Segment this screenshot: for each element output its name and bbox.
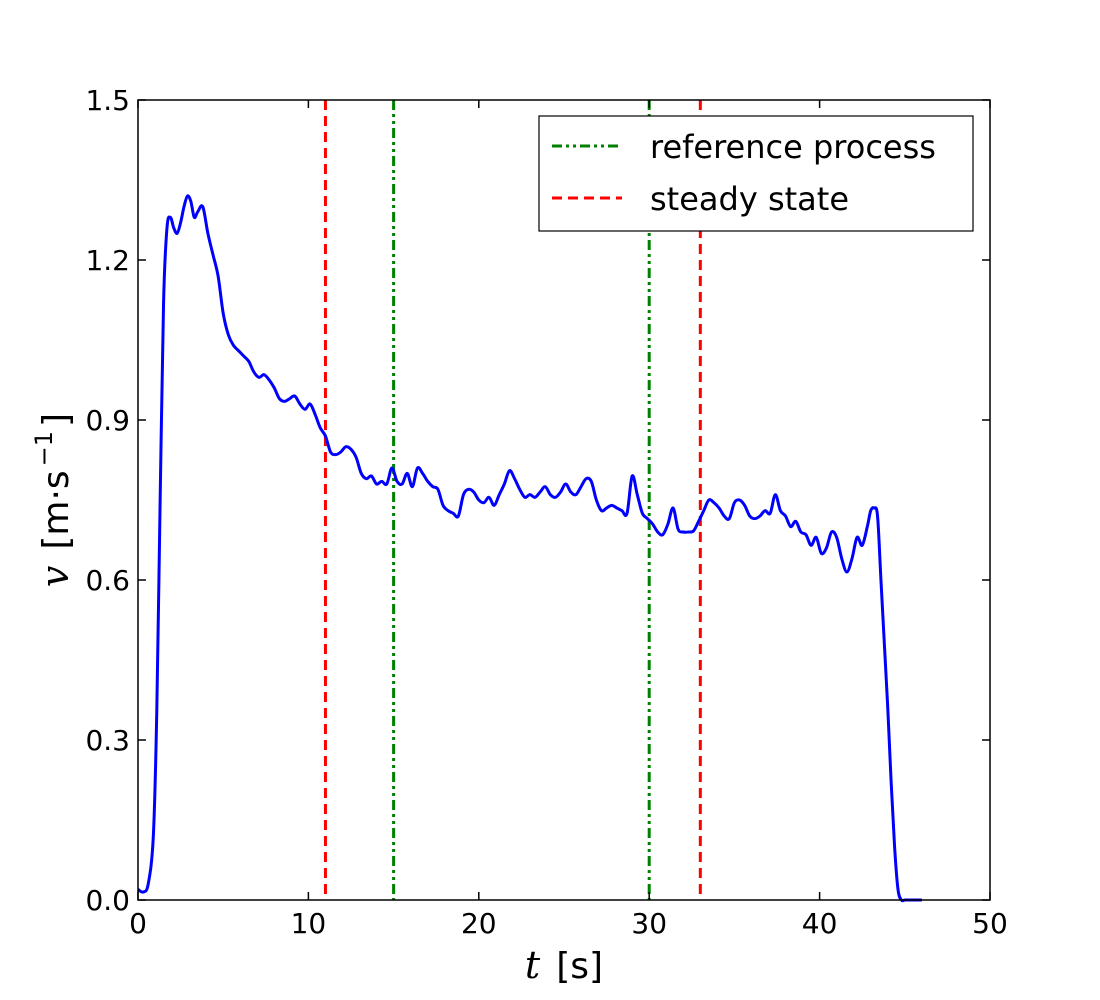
- y-axis-unit-close: ]: [36, 413, 77, 427]
- y-tick-label: 0.6: [85, 564, 130, 597]
- plot-frame: [137, 99, 991, 901]
- y-axis-variable: v: [33, 565, 77, 587]
- y-axis-label: v [m·s −1 ]: [30, 413, 77, 587]
- y-tick-label: 1.2: [85, 244, 130, 277]
- vertical-markers: [323, 100, 702, 900]
- legend-label-steady-state: steady state: [650, 180, 849, 218]
- tick-labels: 0 10 20 30 40 50 0.0 0.3 0.6 0.9 1.2 1.5: [85, 84, 1007, 940]
- data-series: [137, 194, 922, 903]
- x-tick-label: 10: [291, 907, 327, 940]
- x-axis-label: t [s]: [525, 943, 603, 987]
- axis-ticks: [137, 99, 991, 901]
- x-axis-unit: [s]: [556, 946, 603, 987]
- y-axis-unit-exponent: −1: [30, 431, 58, 466]
- velocity-line: [137, 194, 922, 903]
- legend-label-reference-process: reference process: [650, 128, 936, 166]
- x-tick-label: 50: [972, 907, 1008, 940]
- legend: reference process steady state: [538, 115, 974, 232]
- x-tick-label: 40: [802, 907, 838, 940]
- x-axis-variable: t: [525, 943, 541, 987]
- x-tick-label: 30: [631, 907, 667, 940]
- x-tick-label: 20: [461, 907, 497, 940]
- y-axis-unit-open: [m·s: [36, 470, 77, 549]
- legend-box: [538, 115, 974, 232]
- y-tick-label: 0.9: [85, 404, 130, 437]
- y-tick-label: 0.3: [85, 724, 130, 757]
- y-tick-label: 1.5: [85, 84, 130, 117]
- x-tick-label: 0: [129, 907, 147, 940]
- y-tick-label: 0.0: [85, 884, 130, 917]
